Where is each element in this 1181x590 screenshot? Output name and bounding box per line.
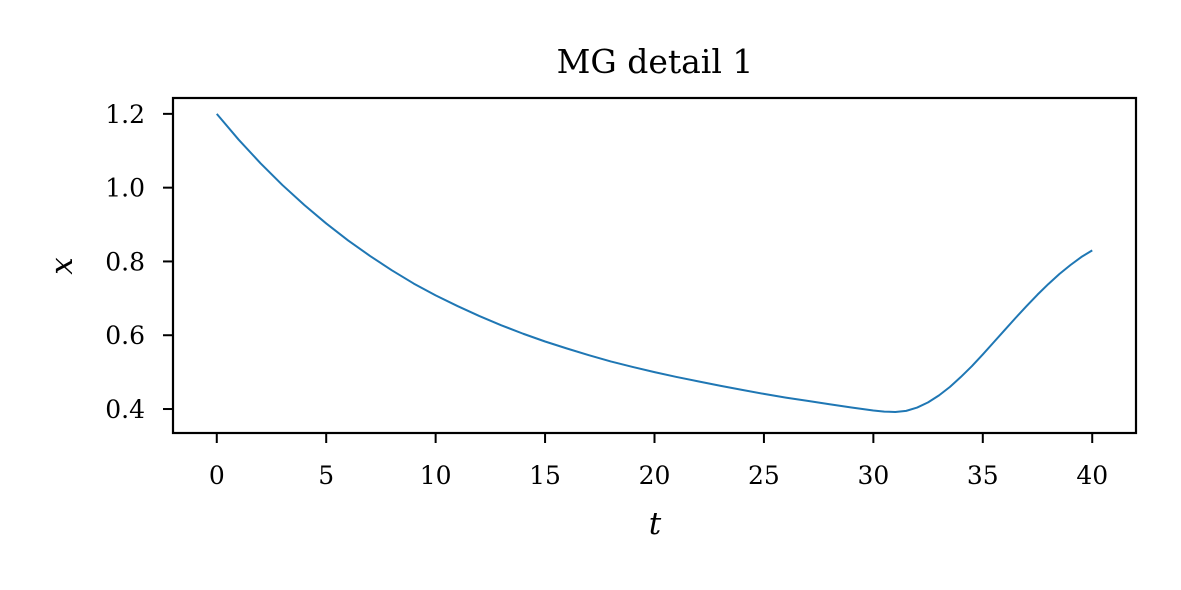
x-axis-title: t — [649, 506, 662, 542]
y-tick-label: 1.0 — [105, 174, 145, 203]
plot-area — [216, 113, 1093, 413]
y-tick-label: 0.4 — [105, 395, 145, 424]
y-axis-title: x — [44, 257, 80, 275]
x-tick-label: 25 — [748, 461, 780, 490]
x-tick-label: 10 — [420, 461, 452, 490]
x-tick-label: 0 — [209, 461, 225, 490]
x-axis: 0 5 10 15 20 25 30 35 40 — [209, 433, 1108, 490]
x-tick-label: 20 — [639, 461, 671, 490]
y-axis: 0.4 0.6 0.8 1.0 1.2 — [105, 100, 173, 424]
x-tick-label: 35 — [967, 461, 999, 490]
y-tick-label: 0.6 — [105, 321, 145, 350]
series-line-1 — [216, 113, 1093, 413]
x-tick-label: 40 — [1076, 461, 1108, 490]
chart-title: MG detail 1 — [557, 42, 754, 81]
y-tick-label: 0.8 — [105, 247, 145, 276]
x-tick-label: 15 — [529, 461, 561, 490]
y-tick-label: 1.2 — [105, 100, 145, 129]
x-tick-label: 5 — [318, 461, 334, 490]
x-tick-label: 30 — [857, 461, 889, 490]
